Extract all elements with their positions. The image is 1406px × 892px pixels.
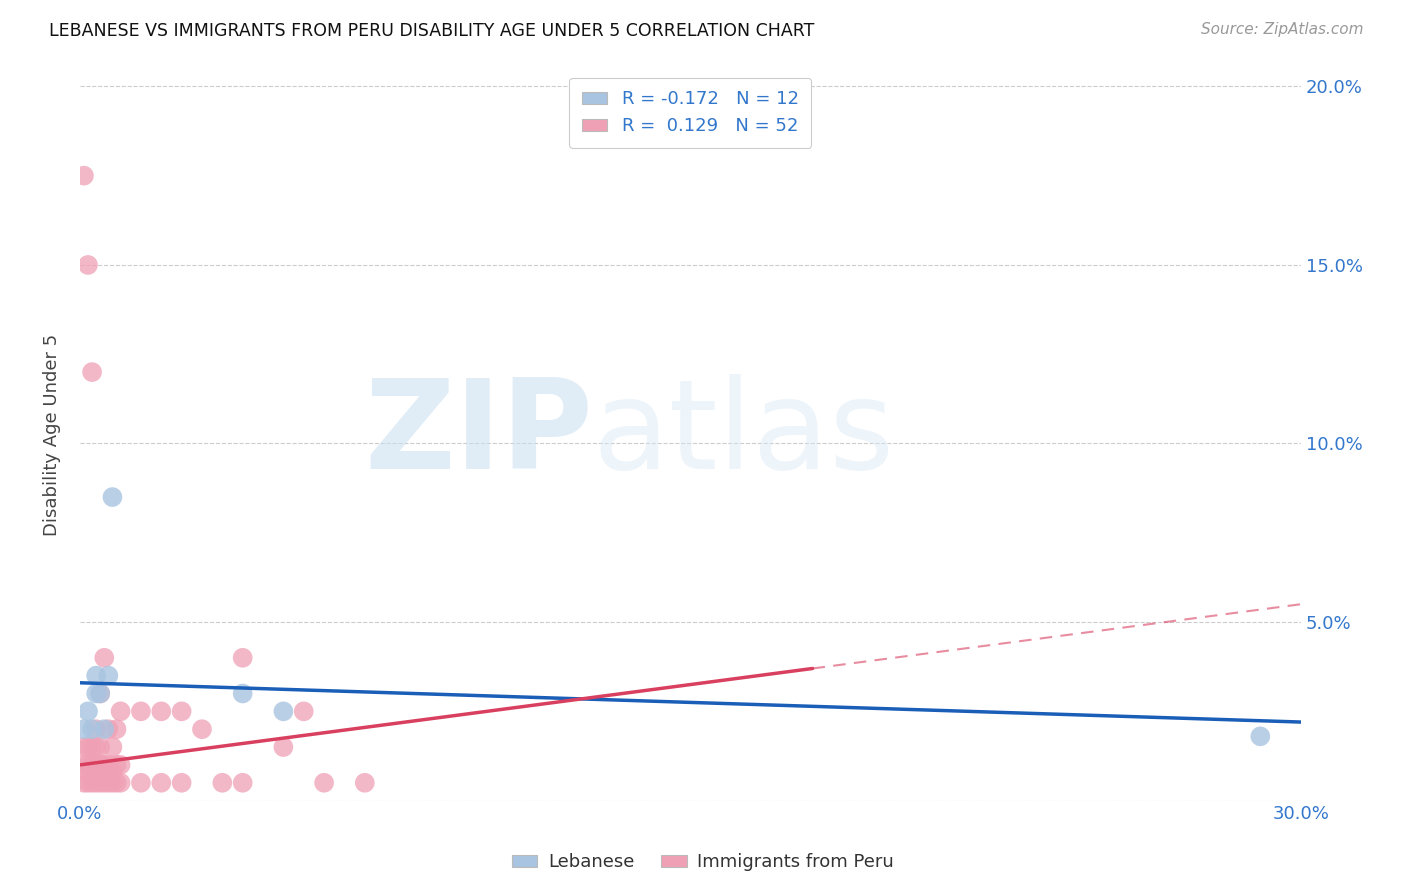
Point xyxy=(232,650,254,665)
Point xyxy=(129,776,152,790)
Point xyxy=(1249,729,1271,743)
Point xyxy=(314,776,336,790)
Point xyxy=(73,169,96,183)
Point xyxy=(93,758,115,772)
Point xyxy=(101,776,124,790)
Point xyxy=(89,765,111,780)
Point xyxy=(80,776,103,790)
Point xyxy=(273,704,295,718)
Point xyxy=(84,686,107,700)
Point xyxy=(101,490,124,504)
Point xyxy=(93,776,115,790)
Point xyxy=(84,758,107,772)
Point xyxy=(89,776,111,790)
Point xyxy=(150,776,173,790)
Point xyxy=(170,776,193,790)
Text: ZIP: ZIP xyxy=(364,374,593,495)
Point xyxy=(84,722,107,736)
Point xyxy=(77,758,100,772)
Point xyxy=(129,704,152,718)
Point xyxy=(89,686,111,700)
Point xyxy=(101,740,124,755)
Point xyxy=(73,722,96,736)
Point xyxy=(97,722,120,736)
Point xyxy=(292,704,315,718)
Point xyxy=(73,776,96,790)
Point xyxy=(353,776,375,790)
Point xyxy=(273,740,295,755)
Point xyxy=(80,722,103,736)
Point xyxy=(105,758,128,772)
Point xyxy=(93,650,115,665)
Point xyxy=(77,776,100,790)
Point xyxy=(232,686,254,700)
Point xyxy=(77,704,100,718)
Point xyxy=(97,776,120,790)
Point xyxy=(97,765,120,780)
Point xyxy=(191,722,214,736)
Legend: R = -0.172   N = 12, R =  0.129   N = 52: R = -0.172 N = 12, R = 0.129 N = 52 xyxy=(569,78,811,148)
Point xyxy=(211,776,233,790)
Point xyxy=(84,668,107,682)
Point xyxy=(89,686,111,700)
Point xyxy=(73,740,96,755)
Legend: Lebanese, Immigrants from Peru: Lebanese, Immigrants from Peru xyxy=(505,847,901,879)
Point xyxy=(84,765,107,780)
Point xyxy=(105,722,128,736)
Point xyxy=(150,704,173,718)
Point xyxy=(105,776,128,790)
Point xyxy=(80,740,103,755)
Point xyxy=(89,740,111,755)
Point xyxy=(170,704,193,718)
Point xyxy=(110,704,132,718)
Point xyxy=(97,668,120,682)
Point xyxy=(93,765,115,780)
Point xyxy=(80,765,103,780)
Point xyxy=(93,722,115,736)
Point xyxy=(77,740,100,755)
Point xyxy=(97,758,120,772)
Point xyxy=(80,365,103,379)
Point xyxy=(77,258,100,272)
Y-axis label: Disability Age Under 5: Disability Age Under 5 xyxy=(44,334,60,536)
Point xyxy=(110,776,132,790)
Point xyxy=(77,765,100,780)
Text: Source: ZipAtlas.com: Source: ZipAtlas.com xyxy=(1201,22,1364,37)
Point xyxy=(80,758,103,772)
Point xyxy=(232,776,254,790)
Text: atlas: atlas xyxy=(593,374,894,495)
Point xyxy=(89,758,111,772)
Point xyxy=(84,776,107,790)
Text: LEBANESE VS IMMIGRANTS FROM PERU DISABILITY AGE UNDER 5 CORRELATION CHART: LEBANESE VS IMMIGRANTS FROM PERU DISABIL… xyxy=(49,22,814,40)
Point xyxy=(84,740,107,755)
Point xyxy=(110,758,132,772)
Point xyxy=(101,765,124,780)
Point xyxy=(73,758,96,772)
